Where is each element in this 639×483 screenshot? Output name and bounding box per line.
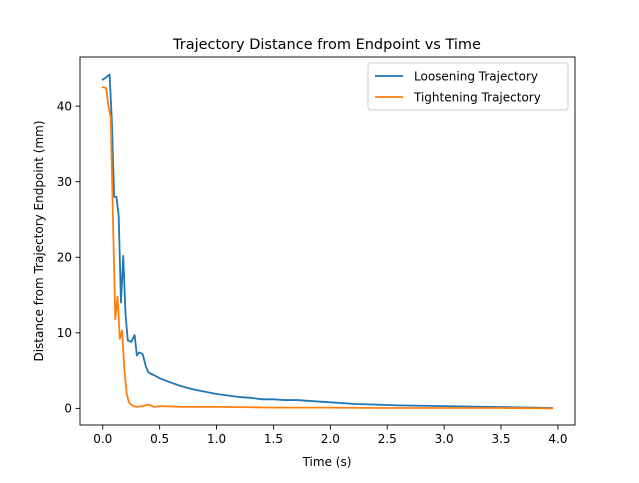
y-axis-ticks: 0 10 20 30 40 [57, 99, 80, 416]
x-tick-label: 1.5 [264, 432, 283, 446]
plot-area-frame [79, 56, 576, 426]
x-tick-label: 0.5 [150, 432, 169, 446]
legend: Loosening Trajectory Tightening Trajecto… [367, 62, 569, 111]
x-tick-label: 3.5 [491, 432, 510, 446]
x-tick-label: 1.0 [207, 432, 226, 446]
y-tick-label: 20 [57, 251, 72, 265]
series-line-loosening [101, 73, 554, 409]
chart-title: Trajectory Distance from Endpoint vs Tim… [172, 37, 481, 53]
x-tick-label: 2.0 [321, 432, 340, 446]
y-tick-label: 0 [64, 402, 72, 416]
x-axis-ticks: 0.0 0.5 1.0 1.5 2.0 2.5 3.0 3.5 4.0 [93, 425, 567, 446]
y-tick-label: 10 [57, 326, 72, 340]
series-line-tightening [101, 86, 554, 410]
legend-label-loosening: Loosening Trajectory [414, 70, 538, 84]
legend-label-tightening: Tightening Trajectory [413, 91, 541, 105]
legend-box [367, 62, 569, 111]
x-tick-label: 3.0 [435, 432, 454, 446]
x-tick-label: 2.5 [378, 432, 397, 446]
series-layer [101, 73, 554, 410]
y-tick-label: 30 [57, 175, 72, 189]
y-tick-label: 40 [57, 99, 72, 113]
x-axis-label: Time (s) [302, 455, 352, 469]
y-axis-label: Distance from Trajectory Endpoint (mm) [32, 120, 46, 361]
x-tick-label: 4.0 [548, 432, 567, 446]
x-tick-label: 0.0 [93, 432, 112, 446]
